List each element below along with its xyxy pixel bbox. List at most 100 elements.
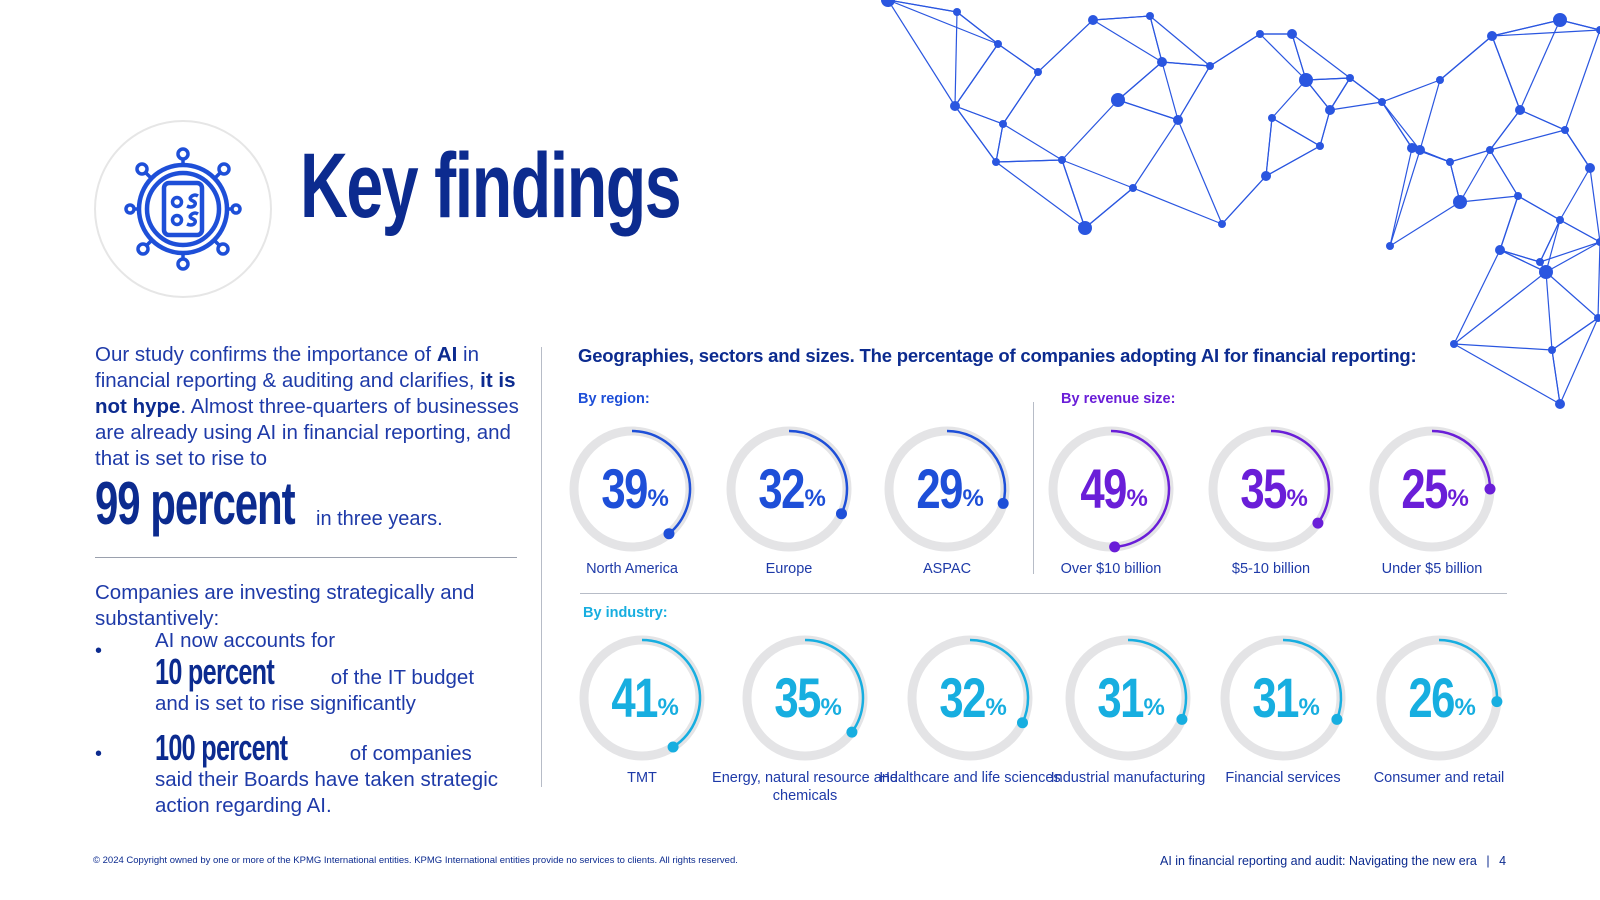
network-edge — [1560, 220, 1600, 242]
network-edge — [1546, 272, 1598, 318]
network-node — [1129, 184, 1137, 192]
industry-gauge-value: 35% — [739, 632, 871, 764]
percent-sign: % — [985, 694, 1006, 722]
region-gauge: 39% — [566, 423, 698, 555]
network-edge — [1133, 120, 1178, 188]
footer-doc-title: AI in financial reporting and audit: Nav… — [1160, 854, 1506, 868]
network-edge — [1490, 150, 1518, 196]
gauge-number: 41 — [612, 670, 657, 726]
gauge-number: 32 — [940, 670, 985, 726]
industry-gauge: 26% — [1373, 632, 1505, 764]
bullet-icon: • — [95, 640, 102, 663]
network-edge — [888, 0, 998, 44]
network-edge — [1320, 110, 1330, 146]
network-edge — [955, 12, 957, 106]
network-edge — [1492, 30, 1600, 36]
industry-gauge-label: Consumer and retail — [1344, 769, 1534, 787]
group-divider — [1033, 402, 1034, 574]
network-node — [1386, 242, 1394, 250]
network-edge — [1062, 160, 1133, 188]
gauge-number: 32 — [759, 461, 804, 517]
industry-gauge-label: Energy, natural resource and chemicals — [710, 769, 900, 805]
network-edge — [1382, 102, 1412, 148]
network-edge — [1552, 350, 1560, 404]
page-number: 4 — [1499, 854, 1506, 868]
network-edge — [1272, 80, 1306, 118]
network-edge — [1272, 118, 1320, 146]
network-node — [1268, 114, 1276, 122]
network-edge — [1520, 110, 1565, 130]
network-edge — [1038, 20, 1093, 72]
network-edge — [1222, 176, 1266, 224]
network-node — [1495, 245, 1505, 255]
network-node — [1287, 29, 1297, 39]
network-edge — [1454, 344, 1552, 350]
network-node — [953, 8, 961, 16]
gauge-number: 35 — [1241, 461, 1286, 517]
network-edge — [955, 44, 998, 106]
percent-sign: % — [1454, 694, 1475, 722]
bullet-boards: 100 percent of companies said their Boar… — [155, 730, 505, 819]
network-edge — [1390, 202, 1460, 246]
network-node — [1173, 115, 1183, 125]
network-edge — [1382, 80, 1440, 102]
gauge-number: 26 — [1409, 670, 1454, 726]
network-edge — [1210, 34, 1260, 66]
network-node — [1261, 171, 1271, 181]
network-edge — [1093, 16, 1150, 20]
network-edge — [1490, 110, 1520, 150]
network-edge — [1003, 72, 1038, 124]
ai-chip-icon — [94, 120, 272, 298]
network-node — [1299, 73, 1313, 87]
region-gauge: 29% — [881, 423, 1013, 555]
network-node — [1218, 220, 1226, 228]
region-gauge-value: 32% — [723, 423, 855, 555]
network-edge — [1162, 62, 1178, 120]
intro-paragraph: Our study confirms the importance of AI … — [95, 342, 525, 472]
region-gauge-value: 29% — [881, 423, 1013, 555]
network-edge — [996, 124, 1003, 162]
gauge-number: 35 — [775, 670, 820, 726]
network-edge — [1062, 100, 1118, 160]
network-node — [1446, 158, 1454, 166]
copyright-notice: © 2024 Copyright owned by one or more of… — [93, 855, 738, 866]
region-label: By region: — [578, 391, 650, 407]
network-edge — [955, 106, 996, 162]
revenue-gauge-value: 35% — [1205, 423, 1337, 555]
network-node — [1539, 265, 1553, 279]
network-node — [1157, 57, 1167, 67]
industry-gauge-label: TMT — [547, 769, 737, 787]
network-edge — [1518, 196, 1560, 220]
gauge-number: 31 — [1253, 670, 1298, 726]
network-edge — [1440, 36, 1492, 80]
network-edge — [1546, 272, 1552, 350]
percent-sign: % — [962, 485, 983, 513]
industry-gauge-value: 41% — [576, 632, 708, 764]
network-edge — [996, 160, 1062, 162]
revenue-label: By revenue size: — [1061, 391, 1175, 407]
network-node — [1378, 98, 1386, 106]
network-edge — [1085, 188, 1133, 228]
percent-sign: % — [1286, 485, 1307, 513]
network-edge — [1266, 118, 1272, 176]
network-node — [1561, 126, 1569, 134]
network-node — [1536, 258, 1544, 266]
industry-gauge: 31% — [1062, 632, 1194, 764]
network-node — [1436, 76, 1444, 84]
network-edge — [1390, 148, 1412, 246]
network-edge — [1460, 196, 1518, 202]
network-node — [1058, 156, 1066, 164]
percent-sign: % — [1143, 694, 1164, 722]
network-edge — [1500, 196, 1518, 250]
gauge-number: 31 — [1098, 670, 1143, 726]
big-percent-suffix: in three years. — [316, 508, 443, 531]
network-edge — [1093, 20, 1162, 62]
network-edge — [1454, 344, 1560, 404]
network-node — [1206, 62, 1214, 70]
network-edge — [1565, 30, 1600, 130]
network-node — [1346, 74, 1354, 82]
percent-sign: % — [647, 485, 668, 513]
network-edge — [1266, 146, 1320, 176]
industry-gauge: 35% — [739, 632, 871, 764]
gauge-number: 25 — [1402, 461, 1447, 517]
